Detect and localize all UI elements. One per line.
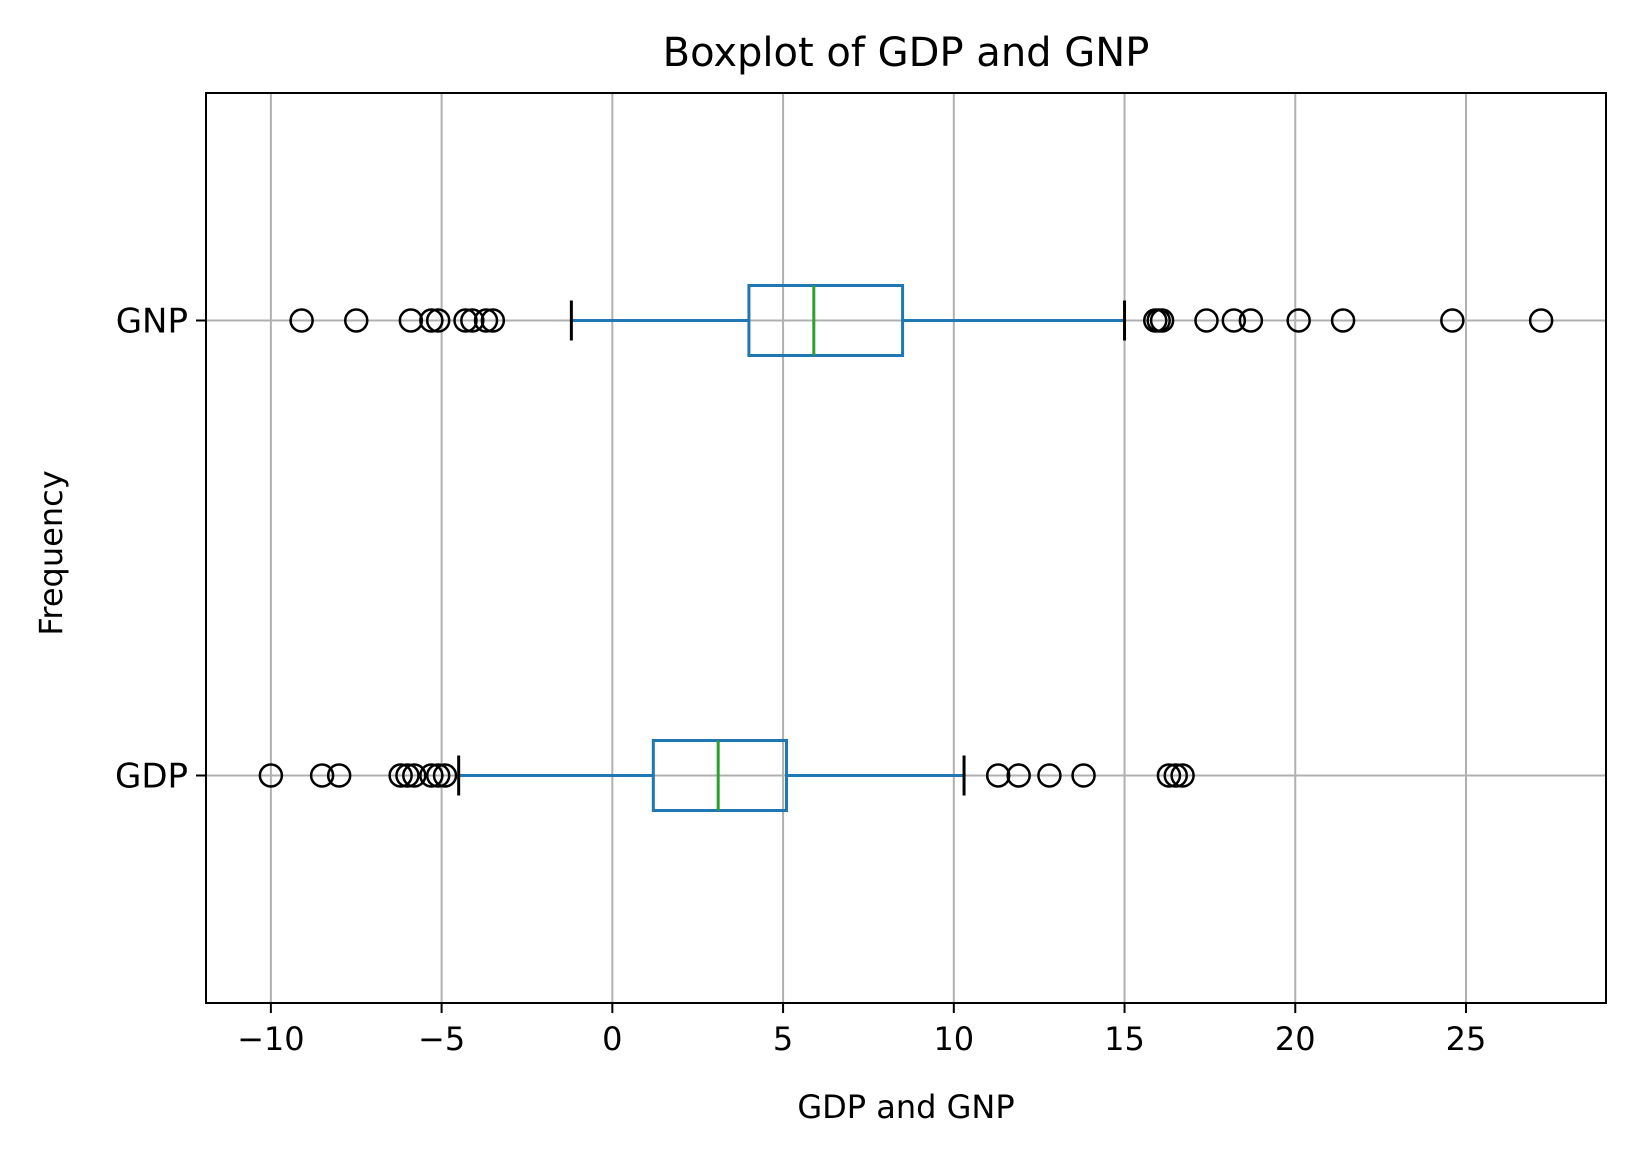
outlier-point bbox=[309, 763, 335, 788]
outlier-point bbox=[1528, 308, 1554, 333]
outlier-point bbox=[419, 763, 444, 788]
outlier-point bbox=[326, 763, 352, 788]
outlier-point bbox=[985, 763, 1011, 788]
outlier-point bbox=[398, 308, 424, 333]
outlier-point bbox=[1006, 763, 1031, 788]
outlier-point bbox=[425, 308, 451, 333]
outlier-point bbox=[258, 763, 284, 788]
outlier-point bbox=[402, 763, 427, 788]
outlier-point bbox=[1170, 763, 1195, 788]
box-group-gdp bbox=[258, 739, 1195, 812]
outlier-point bbox=[1163, 763, 1189, 788]
outlier-point bbox=[1330, 308, 1356, 333]
x-tick-label: 5 bbox=[773, 1020, 793, 1058]
outlier-point bbox=[343, 308, 369, 333]
outlier-point bbox=[419, 308, 444, 333]
box-group-gnp bbox=[289, 284, 1554, 357]
chart-title: Boxplot of GDP and GNP bbox=[663, 30, 1150, 76]
outlier-point bbox=[480, 308, 506, 333]
iqr-box bbox=[651, 739, 788, 812]
x-tick-label: 0 bbox=[602, 1020, 622, 1058]
outlier-point bbox=[1149, 308, 1175, 333]
outlier-point bbox=[432, 763, 458, 788]
x-tick-label: −5 bbox=[418, 1020, 465, 1058]
iqr-box bbox=[747, 284, 905, 357]
outlier-point bbox=[1238, 308, 1264, 333]
x-tick-label: 10 bbox=[933, 1020, 974, 1058]
plot-frame bbox=[205, 92, 1607, 1004]
x-tick-label: 15 bbox=[1104, 1020, 1145, 1058]
x-tick-label: 20 bbox=[1275, 1020, 1316, 1058]
y-tick-label: GDP bbox=[115, 757, 188, 797]
outlier-point bbox=[1071, 763, 1096, 788]
x-tick-label: −10 bbox=[237, 1020, 305, 1058]
outlier-point bbox=[453, 308, 478, 333]
outlier-point bbox=[1156, 763, 1182, 788]
y-axis-label: Frequency bbox=[32, 470, 70, 635]
outlier-point bbox=[1440, 308, 1465, 333]
x-axis-ticks: −10 −5 0 5 10 15 20 25 bbox=[237, 1003, 1486, 1058]
outlier-point bbox=[1286, 308, 1311, 333]
outlier-point bbox=[289, 308, 314, 333]
outlier-point bbox=[395, 763, 420, 788]
outlier-point bbox=[1194, 308, 1219, 333]
outlier-point bbox=[1221, 308, 1247, 333]
outlier-point bbox=[1037, 763, 1062, 788]
x-tick-label: 25 bbox=[1446, 1020, 1487, 1058]
outlier-point bbox=[388, 763, 413, 788]
y-axis-ticks: GDP GNP bbox=[115, 302, 206, 797]
outlier-point bbox=[460, 308, 485, 333]
y-tick-label: GNP bbox=[116, 302, 188, 342]
outlier-point bbox=[425, 763, 451, 788]
outlier-point bbox=[473, 308, 499, 333]
boxes bbox=[258, 284, 1554, 812]
x-axis-label: GDP and GNP bbox=[797, 1088, 1014, 1126]
